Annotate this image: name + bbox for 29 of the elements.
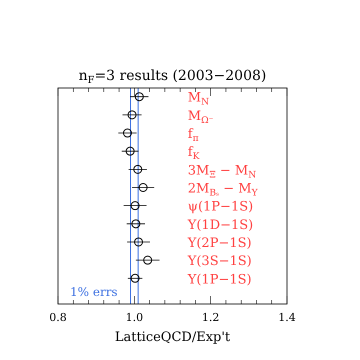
y-tick-label: ψ(1P−1S) [188,200,254,215]
point [133,164,142,174]
y-tick-label: f$_{K}$ [188,145,200,162]
point [130,274,140,283]
point [134,92,144,102]
x-axis-title: LatticeQCD/Exp't [114,330,231,345]
chart-title: n$_{F}$=3 results (2003−2008) [78,68,266,86]
x-tick-label: 1.0 [126,311,144,324]
point [130,201,140,210]
point [131,219,140,228]
point [138,183,148,192]
y-tick-label: Υ(1D−1S) [186,218,254,233]
x-tick-label: 1.2 [202,311,220,324]
y-tick-label: f$_{π}$ [188,127,199,144]
y-tick-label: M$_{N}$ [188,90,210,108]
x-tick-label: 1.4 [278,311,296,324]
y-tick-label: 3M$_{Ξ}$ − M$_{N}$ [188,163,256,180]
point [128,110,137,120]
point [122,128,132,138]
y-tick-label: Υ(2P−1S) [186,236,252,251]
annotation: 1% errs [70,285,118,299]
y-tick-label: Υ(1P−1S) [186,272,252,288]
point [126,146,135,156]
y-tick-label: Υ(3S−1S) [186,254,252,270]
y-tick-label: 2M$_{Bₛ}$ − M$_{Υ}$ [188,182,259,198]
y-tick-label: M$_{Ω⁻}$ [188,108,214,126]
x-tick-label: 0.8 [49,311,67,324]
point [134,237,144,246]
point [143,256,152,265]
